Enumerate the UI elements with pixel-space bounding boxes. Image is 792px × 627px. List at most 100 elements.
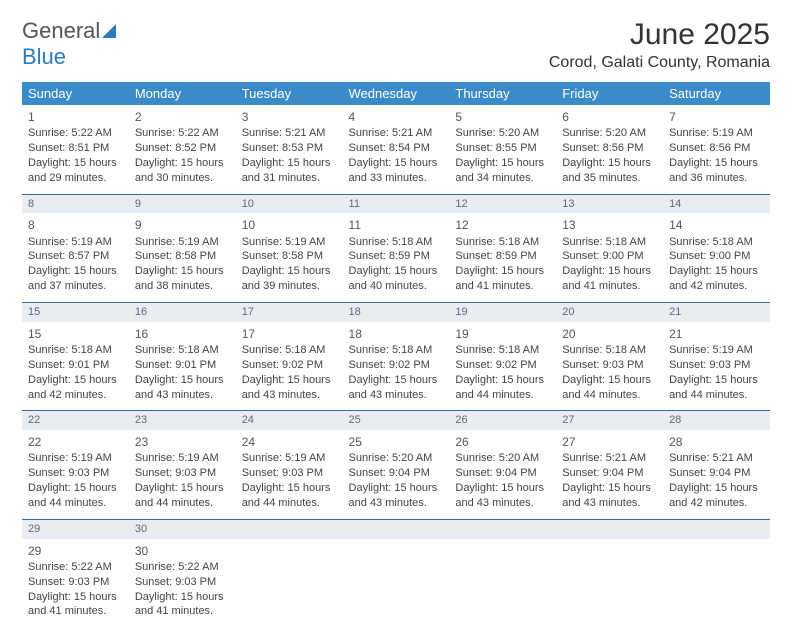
week-number-row: 891011121314 [22, 195, 770, 214]
calendar-day-cell: 14Sunrise: 5:18 AMSunset: 9:00 PMDayligh… [663, 213, 770, 302]
day-number: 5 [455, 109, 550, 125]
sunrise-text: Sunrise: 5:22 AM [28, 560, 123, 575]
week-number-cell [236, 520, 343, 539]
sunset-text: Sunset: 8:57 PM [28, 249, 123, 264]
day-number: 20 [562, 326, 657, 342]
daylight-text: Daylight: 15 hours [455, 264, 550, 279]
week-number-cell: 19 [449, 303, 556, 322]
calendar-day-cell: 4Sunrise: 5:21 AMSunset: 8:54 PMDaylight… [343, 105, 450, 194]
sunrise-text: Sunrise: 5:18 AM [455, 343, 550, 358]
day-number: 14 [669, 217, 764, 233]
daylight-text: and 42 minutes. [669, 279, 764, 294]
week-number-cell: 25 [343, 411, 450, 430]
daylight-text: Daylight: 15 hours [349, 481, 444, 496]
day-number: 12 [455, 217, 550, 233]
daylight-text: Daylight: 15 hours [562, 373, 657, 388]
daylight-text: Daylight: 15 hours [455, 373, 550, 388]
day-number: 25 [349, 434, 444, 450]
sunrise-text: Sunrise: 5:22 AM [135, 126, 230, 141]
calendar-day-cell: 29Sunrise: 5:22 AMSunset: 9:03 PMDayligh… [22, 539, 129, 627]
day-header: Sunday [22, 82, 129, 105]
daylight-text: Daylight: 15 hours [242, 264, 337, 279]
calendar-day-cell: 3Sunrise: 5:21 AMSunset: 8:53 PMDaylight… [236, 105, 343, 194]
sunrise-text: Sunrise: 5:20 AM [349, 451, 444, 466]
sunset-text: Sunset: 9:04 PM [349, 466, 444, 481]
sunset-text: Sunset: 8:55 PM [455, 141, 550, 156]
daylight-text: and 41 minutes. [455, 279, 550, 294]
sunrise-text: Sunrise: 5:18 AM [562, 235, 657, 250]
day-number: 24 [242, 434, 337, 450]
day-number: 9 [135, 217, 230, 233]
daylight-text: Daylight: 15 hours [349, 264, 444, 279]
daylight-text: and 43 minutes. [455, 496, 550, 511]
day-number: 28 [669, 434, 764, 450]
calendar-day-cell: 19Sunrise: 5:18 AMSunset: 9:02 PMDayligh… [449, 322, 556, 411]
daylight-text: and 39 minutes. [242, 279, 337, 294]
daylight-text: and 36 minutes. [669, 171, 764, 186]
daylight-text: and 44 minutes. [28, 496, 123, 511]
sunset-text: Sunset: 8:54 PM [349, 141, 444, 156]
week-number-cell: 18 [343, 303, 450, 322]
calendar-day-cell: 12Sunrise: 5:18 AMSunset: 8:59 PMDayligh… [449, 213, 556, 302]
sunset-text: Sunset: 9:01 PM [135, 358, 230, 373]
daylight-text: Daylight: 15 hours [242, 156, 337, 171]
sunset-text: Sunset: 9:04 PM [562, 466, 657, 481]
sunrise-text: Sunrise: 5:19 AM [135, 451, 230, 466]
daylight-text: Daylight: 15 hours [28, 481, 123, 496]
sunrise-text: Sunrise: 5:21 AM [242, 126, 337, 141]
daylight-text: Daylight: 15 hours [669, 373, 764, 388]
daylight-text: and 38 minutes. [135, 279, 230, 294]
logo: General Blue [22, 18, 122, 70]
calendar-day-cell: 23Sunrise: 5:19 AMSunset: 9:03 PMDayligh… [129, 430, 236, 519]
sunset-text: Sunset: 9:03 PM [562, 358, 657, 373]
calendar-day-cell: 13Sunrise: 5:18 AMSunset: 9:00 PMDayligh… [556, 213, 663, 302]
sunset-text: Sunset: 9:03 PM [242, 466, 337, 481]
day-number: 10 [242, 217, 337, 233]
calendar-day-cell: 9Sunrise: 5:19 AMSunset: 8:58 PMDaylight… [129, 213, 236, 302]
sunset-text: Sunset: 8:59 PM [349, 249, 444, 264]
daylight-text: and 43 minutes. [562, 496, 657, 511]
day-number: 15 [28, 326, 123, 342]
calendar-week-row: 22Sunrise: 5:19 AMSunset: 9:03 PMDayligh… [22, 430, 770, 519]
sunrise-text: Sunrise: 5:22 AM [135, 560, 230, 575]
sunrise-text: Sunrise: 5:19 AM [28, 235, 123, 250]
daylight-text: Daylight: 15 hours [135, 481, 230, 496]
day-header: Wednesday [343, 82, 450, 105]
sunset-text: Sunset: 9:03 PM [135, 466, 230, 481]
sunrise-text: Sunrise: 5:21 AM [562, 451, 657, 466]
calendar-day-cell [556, 539, 663, 627]
daylight-text: and 43 minutes. [242, 388, 337, 403]
daylight-text: Daylight: 15 hours [349, 373, 444, 388]
daylight-text: and 34 minutes. [455, 171, 550, 186]
sunrise-text: Sunrise: 5:22 AM [28, 126, 123, 141]
sunrise-text: Sunrise: 5:20 AM [455, 126, 550, 141]
sunset-text: Sunset: 9:03 PM [28, 466, 123, 481]
sunset-text: Sunset: 9:03 PM [28, 575, 123, 590]
week-number-cell: 29 [22, 520, 129, 539]
sunset-text: Sunset: 8:56 PM [562, 141, 657, 156]
calendar-day-cell: 26Sunrise: 5:20 AMSunset: 9:04 PMDayligh… [449, 430, 556, 519]
sunrise-text: Sunrise: 5:21 AM [669, 451, 764, 466]
title-block: June 2025 Corod, Galati County, Romania [549, 18, 770, 72]
week-number-row: 22232425262728 [22, 411, 770, 430]
calendar-day-cell: 25Sunrise: 5:20 AMSunset: 9:04 PMDayligh… [343, 430, 450, 519]
sunset-text: Sunset: 9:01 PM [28, 358, 123, 373]
sunset-text: Sunset: 9:03 PM [135, 575, 230, 590]
daylight-text: Daylight: 15 hours [562, 481, 657, 496]
sunset-text: Sunset: 9:02 PM [349, 358, 444, 373]
day-number: 17 [242, 326, 337, 342]
calendar-day-cell [343, 539, 450, 627]
daylight-text: and 44 minutes. [669, 388, 764, 403]
sunrise-text: Sunrise: 5:19 AM [669, 343, 764, 358]
week-number-cell: 17 [236, 303, 343, 322]
daylight-text: and 42 minutes. [28, 388, 123, 403]
daylight-text: Daylight: 15 hours [562, 156, 657, 171]
week-number-cell [663, 520, 770, 539]
daylight-text: and 44 minutes. [455, 388, 550, 403]
sunrise-text: Sunrise: 5:20 AM [562, 126, 657, 141]
day-number: 27 [562, 434, 657, 450]
sunrise-text: Sunrise: 5:18 AM [28, 343, 123, 358]
day-number: 26 [455, 434, 550, 450]
week-number-cell [343, 520, 450, 539]
sunset-text: Sunset: 9:03 PM [669, 358, 764, 373]
